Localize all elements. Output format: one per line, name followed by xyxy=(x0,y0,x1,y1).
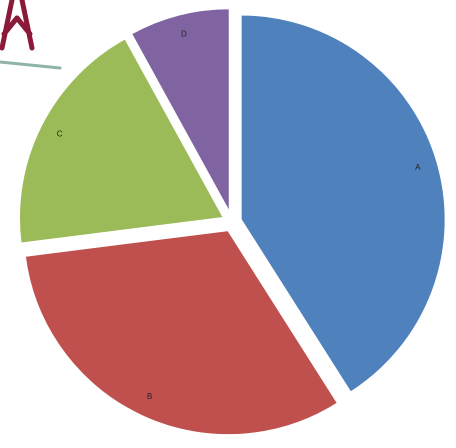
pie-slice xyxy=(129,7,231,214)
pie-slice xyxy=(239,13,447,394)
pie-slice xyxy=(23,229,340,437)
slice-label: D xyxy=(181,30,187,39)
slice-label: A xyxy=(415,163,421,172)
slice-label: B xyxy=(147,392,152,401)
pie-slice xyxy=(17,36,226,245)
slice-label: C xyxy=(57,129,63,138)
figure-icon xyxy=(0,0,62,70)
